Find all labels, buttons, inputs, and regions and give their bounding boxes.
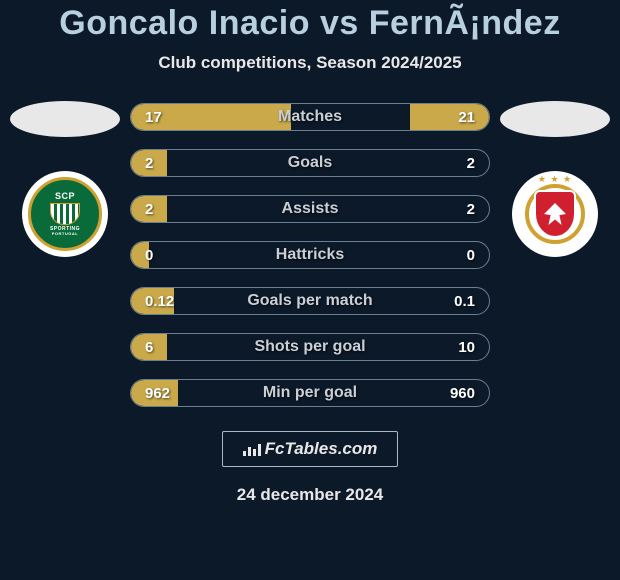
stat-right-value: 0 [467, 247, 475, 264]
benfica-badge-inner: ★ ★ ★ [517, 176, 593, 252]
stat-row: 6 Shots per goal 10 [130, 333, 490, 361]
benfica-badge-eagle-icon [544, 203, 566, 225]
branding-box[interactable]: FcTables.com [222, 431, 398, 467]
left-player-column: SCP SPORTING PORTUGAL [10, 101, 120, 257]
sporting-badge-stripes [50, 203, 80, 225]
stat-right-value: 21 [458, 109, 475, 126]
right-player-column: ★ ★ ★ [500, 101, 610, 257]
stat-left-value: 962 [145, 385, 170, 402]
stat-left-value: 0.12 [145, 293, 174, 310]
left-player-silhouette [10, 101, 120, 137]
subtitle: Club competitions, Season 2024/2025 [158, 53, 461, 73]
benfica-club-badge: ★ ★ ★ [512, 171, 598, 257]
stat-row: 2 Goals 2 [130, 149, 490, 177]
stat-label: Goals per match [247, 292, 372, 310]
stat-right-value: 2 [467, 201, 475, 218]
stat-left-value: 2 [145, 201, 153, 218]
chart-icon [243, 442, 261, 456]
branding-text: FcTables.com [265, 439, 378, 459]
main-area: SCP SPORTING PORTUGAL 17Matches212Goals2… [0, 101, 620, 407]
stat-right-value: 0.1 [454, 293, 475, 310]
benfica-badge-shield-icon [534, 190, 576, 238]
sporting-badge-text-portugal: PORTUGAL [52, 232, 78, 236]
stat-left-value: 2 [145, 155, 153, 172]
sporting-club-badge: SCP SPORTING PORTUGAL [22, 171, 108, 257]
stats-column: 17 Matches 21 2 Goals 2 2 Assists 2 0 Hattricks 0 0.… [130, 101, 490, 407]
stat-bar-right [410, 104, 489, 130]
stat-left-value: 17 [145, 109, 162, 126]
stat-label: Matches [278, 108, 342, 126]
sporting-badge-text-scp: SCP [55, 192, 75, 201]
stat-row: 0.12 Goals per match 0.1 [130, 287, 490, 315]
stat-row: 2 Assists 2 [130, 195, 490, 223]
stat-label: Min per goal [263, 384, 357, 402]
date-label: 24 december 2024 [237, 485, 384, 505]
sporting-badge-inner: SCP SPORTING PORTUGAL [28, 177, 102, 251]
stat-row: 17 Matches 21 [130, 103, 490, 131]
stat-label: Assists [282, 200, 339, 218]
stat-label: Goals [288, 154, 332, 172]
stat-label: Shots per goal [254, 338, 365, 356]
stat-right-value: 10 [458, 339, 475, 356]
stat-left-value: 0 [145, 247, 153, 264]
stat-right-value: 960 [450, 385, 475, 402]
stat-row: 962 Min per goal 960 [130, 379, 490, 407]
stat-left-value: 6 [145, 339, 153, 356]
stat-right-value: 2 [467, 155, 475, 172]
stat-label: Hattricks [276, 246, 344, 264]
right-player-silhouette [500, 101, 610, 137]
stat-row: 0 Hattricks 0 [130, 241, 490, 269]
title: Goncalo Inacio vs FernÃ¡ndez [59, 4, 560, 43]
benfica-badge-stars-icon: ★ ★ ★ [538, 174, 572, 185]
comparison-widget: Goncalo Inacio vs FernÃ¡ndez Club compet… [0, 0, 620, 580]
